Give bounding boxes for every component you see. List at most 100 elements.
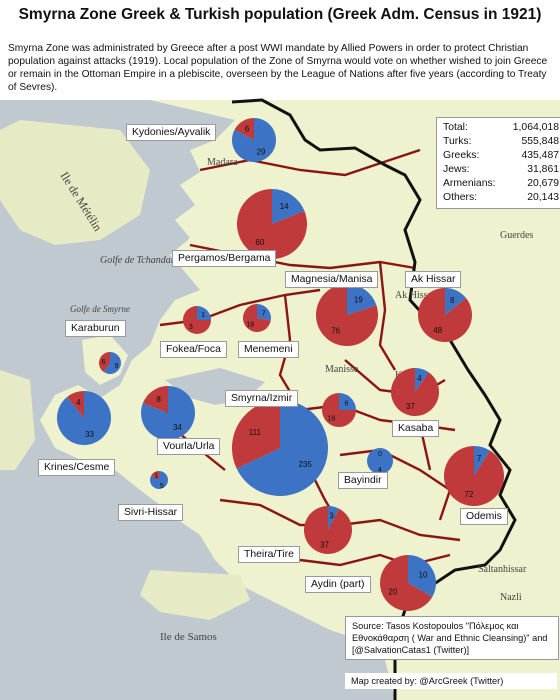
intro-text: Smyrna Zone was administrated by Greece … <box>8 43 548 93</box>
pie-slice-greek <box>322 393 356 427</box>
credit-note: Map created by: @ArcGreek (Twitter) <box>345 673 557 689</box>
pie-value-turkish: 19 <box>354 295 363 304</box>
pie-value-turkish: 3 <box>329 512 334 521</box>
pie-bayindir: 40 <box>367 448 393 474</box>
pie-value-turkish: 29 <box>257 148 266 157</box>
pie-slice-greek <box>232 400 280 469</box>
pie-value-greek: 60 <box>255 238 264 247</box>
pie-slice-greek <box>315 284 379 346</box>
pie-slice-greek <box>98 352 110 372</box>
pie-value-turkish: 6 <box>344 401 348 408</box>
map-label-tchandarli: Golfe de Tchandarli <box>100 255 180 266</box>
pie-value-greek: 72 <box>464 490 473 499</box>
pie-value-greek: 18 <box>246 322 254 329</box>
stat-row: Turks: 555,848 <box>443 135 559 149</box>
map-label-akhissar-town: Ak Hissar <box>395 290 436 301</box>
region-label-aydin: Aydin (part) <box>305 576 371 593</box>
pie-value-greek: 20 <box>389 588 398 597</box>
pie-slice-turkish <box>328 506 339 530</box>
samos-island <box>140 570 250 620</box>
pie-aydin-part: 10 20 <box>380 555 437 611</box>
pie-value-greek: 1 <box>154 473 158 480</box>
pie-slice-turkish <box>231 118 276 163</box>
pie-karaburun: 96 <box>98 352 121 374</box>
pie-value-greek: 6 <box>102 359 106 366</box>
pie-fokea-foca: 13 <box>183 306 211 334</box>
stat-label: Total: <box>443 122 468 133</box>
pie-value-greek: 8 <box>156 395 161 404</box>
page-title: Smyrna Zone Greek & Turkish population (… <box>18 6 542 23</box>
pie-odemis: 7 72 <box>444 446 505 507</box>
pie-value-turkish: 4 <box>417 374 422 383</box>
pie-nymphaion: 6 18 <box>322 393 356 427</box>
map-label-nazli: Nazli <box>500 592 522 603</box>
region-label-bayindir: Bayindir <box>338 472 388 489</box>
pie-slice-greek <box>67 391 84 418</box>
pie-slice-greek <box>243 304 271 333</box>
stat-row: Greeks: 435,487 <box>443 149 559 163</box>
region-label-kasaba: Kasaba <box>392 420 440 437</box>
stat-label: Others: <box>443 192 478 203</box>
region-label-kydonies: Kydonies/Ayvalik <box>126 124 217 141</box>
pie-value-turkish: 7 <box>477 454 482 463</box>
pie-slice-turkish <box>367 448 393 474</box>
pie-slice-greek <box>236 189 307 259</box>
map-label-guerdes: Guerdes <box>500 230 533 241</box>
stat-row: Armenians: 20,679 <box>443 177 559 191</box>
region-label-krines: Krines/Cesme <box>38 459 116 476</box>
pie-slice-turkish <box>57 391 112 445</box>
pie-slice-turkish <box>415 368 429 392</box>
region-label-theira: Theira/Tire <box>238 546 300 563</box>
source-note: Source: Tasos Kostopoulos "Πόλεμος και Ε… <box>345 616 559 660</box>
pie-value-turkish: 235 <box>298 460 312 469</box>
pie-theira-tire: 3 37 <box>304 506 352 554</box>
pie-slice-turkish <box>408 555 437 597</box>
pie-slice-greek <box>304 506 352 554</box>
region-label-menemeni: Menemeni <box>238 341 299 358</box>
pie-value-turkish: 1 <box>201 312 205 319</box>
pie-kydonies-ayvalik: 29 6 <box>231 118 276 163</box>
stat-row: Jews: 31,861 <box>443 163 559 177</box>
pie-slice-turkish <box>103 352 121 374</box>
pie-value-greek: 48 <box>433 326 442 335</box>
region-label-akhissar: Ak Hissar <box>405 271 462 288</box>
pie-slice-greek <box>391 368 439 416</box>
pie-slice-greek <box>418 288 472 342</box>
pie-ak-hissar: 8 48 <box>418 288 472 342</box>
pie-value-turkish: 8 <box>450 296 455 305</box>
map-label-golfe-smyrne: Golfe de Smyrne <box>70 304 130 314</box>
pie-value-greek: 18 <box>328 415 336 422</box>
region-label-pergamos: Pergamos/Bergama <box>172 250 277 267</box>
pie-value-turkish: 5 <box>160 483 164 490</box>
smyrna-zone-border <box>231 98 517 700</box>
pie-value-greek: 111 <box>249 428 262 437</box>
region-label-vourla: Vourla/Urla <box>157 438 221 455</box>
pie-value-turkish: 4 <box>378 467 382 474</box>
region-label-fokea: Fokea/Foca <box>160 341 227 358</box>
pie-slice-turkish <box>339 393 356 410</box>
pie-smyrna-izmir: 235 111 <box>232 400 329 497</box>
pie-slice-turkish <box>197 306 211 320</box>
pie-menemeni: 7 18 <box>243 304 271 333</box>
pie-slice-greek <box>380 555 433 611</box>
pie-slice-greek <box>234 118 254 140</box>
pie-charts: 2961460197684896137183483342351114376184… <box>57 118 505 611</box>
pie-pergamos-bergama: 14 60 <box>236 189 307 259</box>
stat-value: 1,064,018 <box>512 122 559 133</box>
stat-row: Others: 20,143 <box>443 191 559 205</box>
pie-slice-turkish <box>272 189 305 224</box>
region-label-odemis: Odemis <box>460 508 508 525</box>
map-label-saltanhissar: Saltanhissar <box>478 564 527 575</box>
map-label-madara: Madara <box>207 157 238 168</box>
stat-label: Armenians: <box>443 178 496 189</box>
pie-value-greek: 37 <box>320 540 329 549</box>
pie-slice-turkish <box>474 446 490 476</box>
pie-slice-greek <box>444 446 505 507</box>
pie-slice-greek <box>183 306 211 334</box>
region-label-smyrna: Smyrna/Izmir <box>225 390 299 407</box>
pie-value-turkish: 33 <box>85 430 94 439</box>
pie-value-greek: 4 <box>76 398 81 407</box>
stat-value: 31,861 <box>527 164 559 175</box>
pie-value-turkish: 9 <box>115 363 119 370</box>
stat-value: 20,143 <box>527 192 559 203</box>
